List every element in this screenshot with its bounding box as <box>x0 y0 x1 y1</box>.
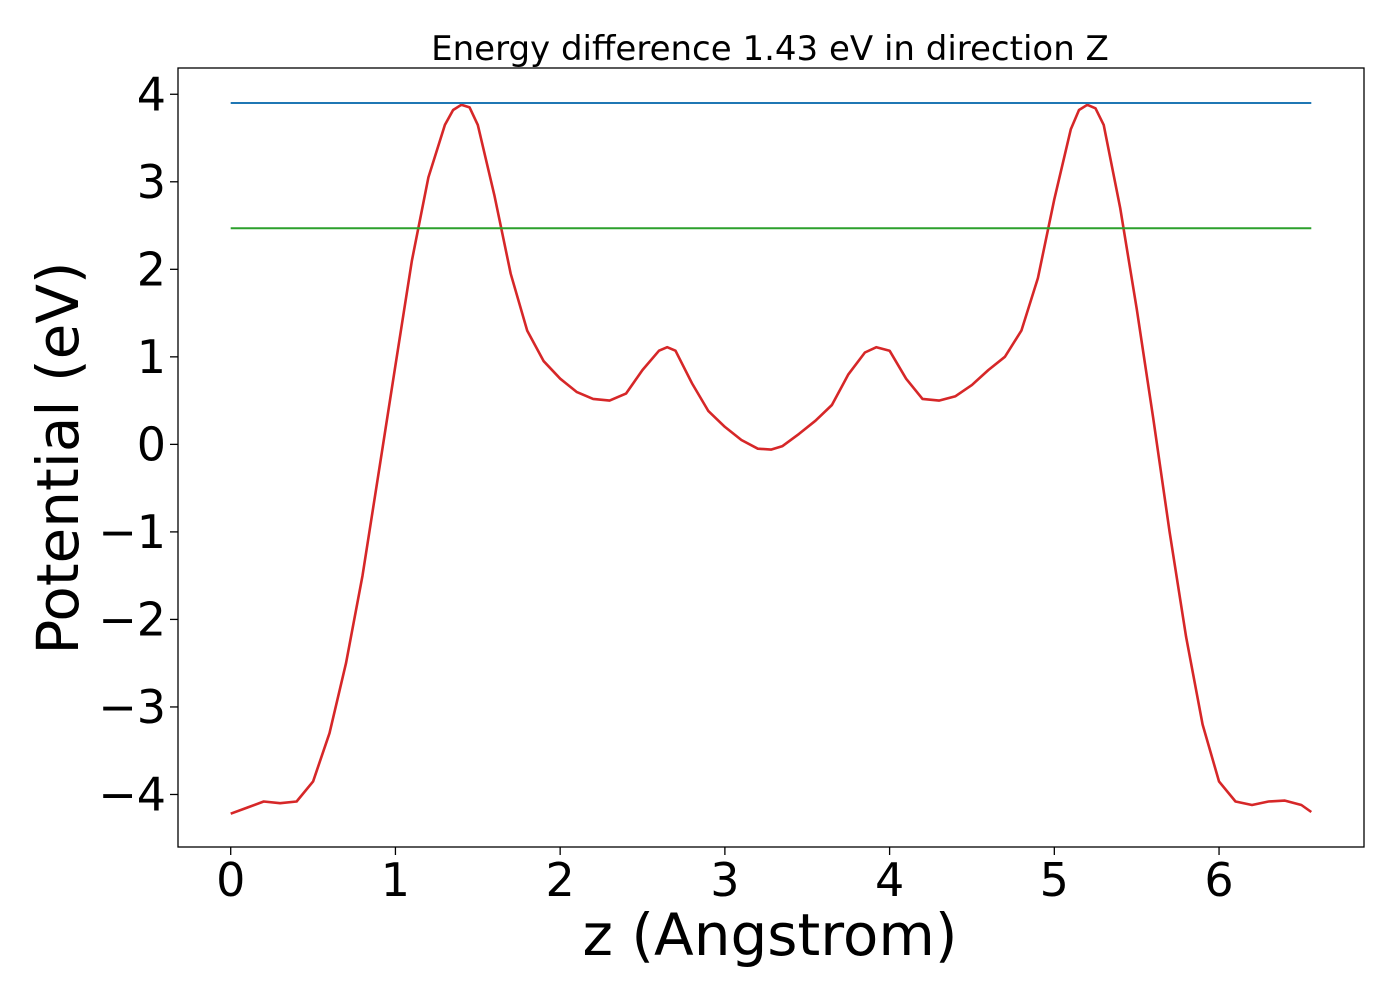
y-axis-label: Potential (eV) <box>24 261 92 654</box>
plot-frame <box>177 67 1365 848</box>
x-tick-label: 5 <box>1040 853 1069 907</box>
x-axis: 0 1 2 3 4 5 6 <box>216 847 1234 907</box>
y-tick-label: 3 <box>137 155 166 209</box>
y-tick-label: −4 <box>98 767 166 821</box>
series-line-0 <box>230 103 1313 815</box>
x-tick-label: 1 <box>381 853 410 907</box>
y-tick-label: 1 <box>137 330 166 384</box>
y-tick-label: −3 <box>98 680 166 734</box>
y-tick-label: 2 <box>137 242 166 296</box>
x-tick-label: 3 <box>710 853 739 907</box>
x-tick-label: 2 <box>546 853 575 907</box>
x-tick-label: 4 <box>875 853 904 907</box>
plot-area <box>230 102 1313 815</box>
x-axis-label: z (Angstrom) <box>583 901 958 969</box>
y-tick-label: 4 <box>137 67 166 121</box>
y-tick-label: −2 <box>98 592 166 646</box>
x-tick-label: 0 <box>216 853 245 907</box>
x-tick-label: 6 <box>1204 853 1233 907</box>
chart-title: Energy difference 1.43 eV in direction Z <box>431 29 1109 69</box>
y-tick-label: 0 <box>137 417 166 471</box>
y-axis: −4 −3 −2 −1 0 1 2 3 4 <box>98 67 178 821</box>
y-tick-label: −1 <box>98 505 166 559</box>
